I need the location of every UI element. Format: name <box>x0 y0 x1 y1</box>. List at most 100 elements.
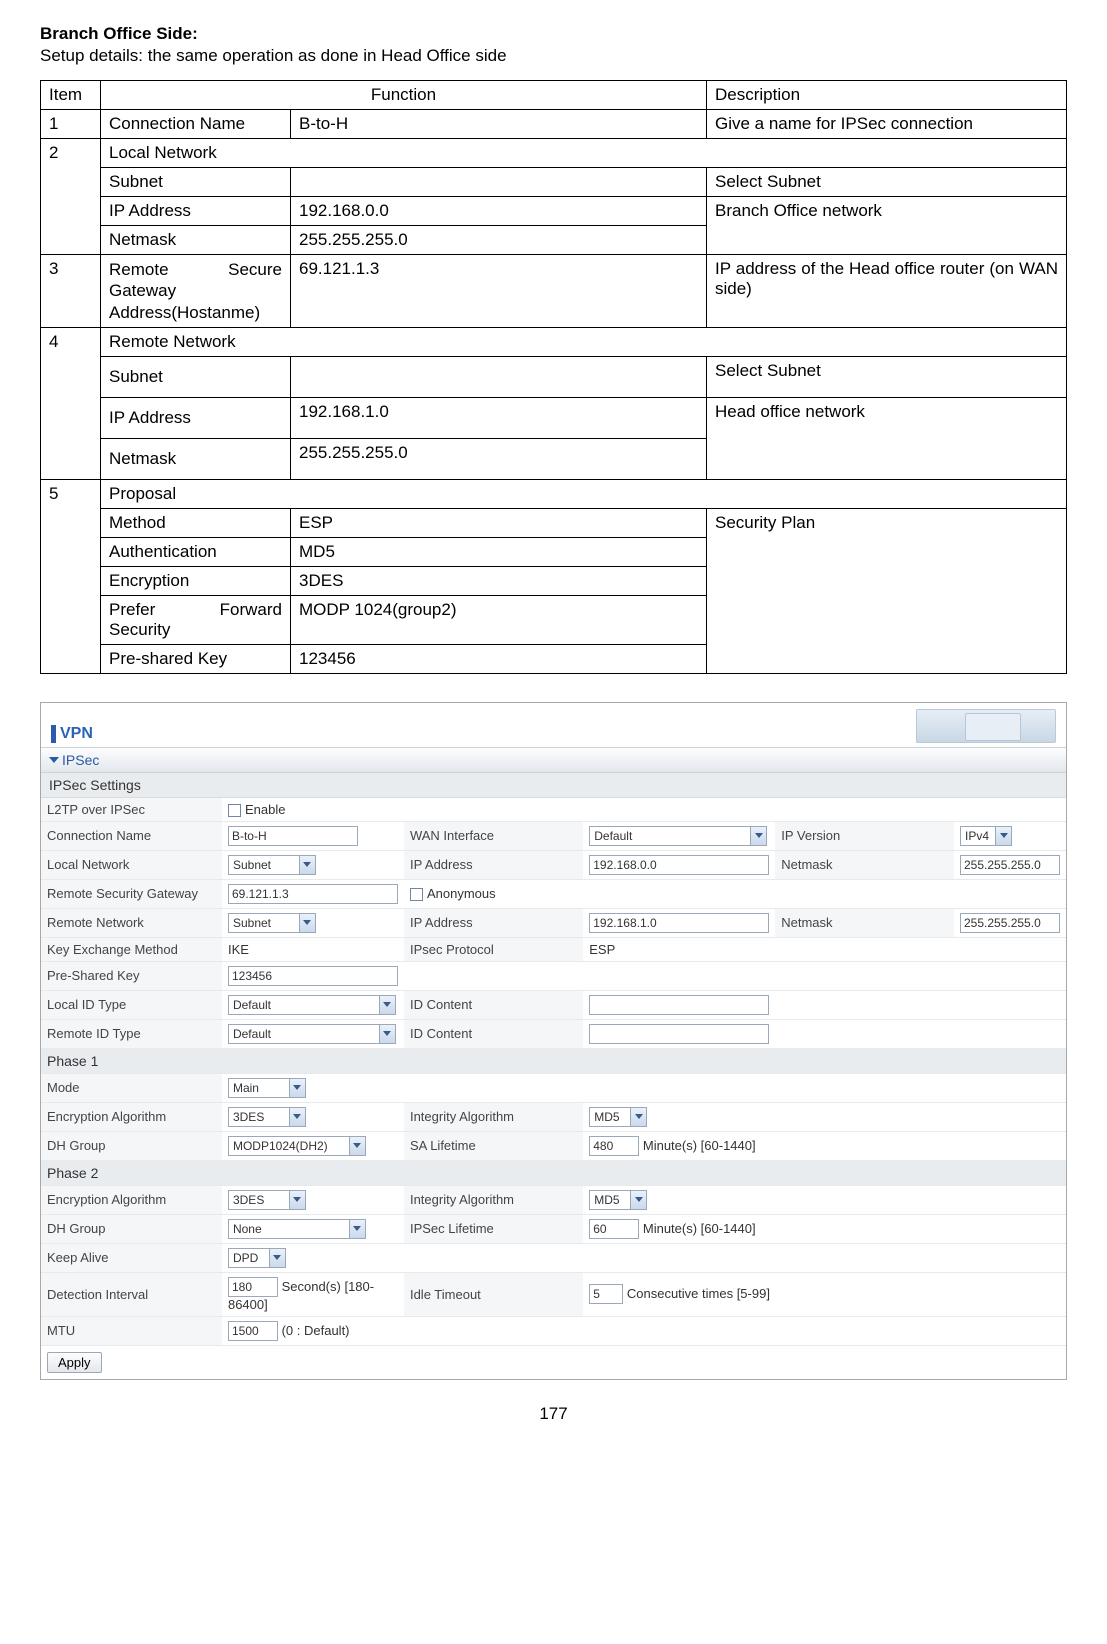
idle-unit: Consecutive times [5-99] <box>627 1286 770 1301</box>
ips-input[interactable] <box>589 1219 639 1239</box>
phase2-header: Phase 2 <box>41 1160 1066 1185</box>
r2-sub: Subnet <box>101 168 291 197</box>
conn-label: Connection Name <box>41 821 222 850</box>
ipsec-section-header[interactable]: IPSec <box>41 747 1066 773</box>
vpn-text: VPN <box>60 725 93 743</box>
lid-label: Local ID Type <box>41 990 222 1019</box>
mtu-input[interactable] <box>228 1321 278 1341</box>
r5-n: 5 <box>41 479 101 673</box>
wan-select[interactable]: Default <box>589 826 767 846</box>
det-label: Detection Interval <box>41 1272 222 1316</box>
r4-nm: Netmask <box>101 438 291 479</box>
l2tp-checkbox[interactable] <box>228 804 241 817</box>
psk-label: Pre-Shared Key <box>41 961 222 990</box>
dh2-select[interactable]: None <box>228 1219 366 1239</box>
rid-content-label: ID Content <box>404 1019 583 1048</box>
mode-label: Mode <box>41 1073 222 1102</box>
r3-b: 69.121.1.3 <box>291 255 707 328</box>
page-title: Branch Office Side: <box>40 24 1067 44</box>
int1-label: Integrity Algorithm <box>404 1102 583 1131</box>
idle-input[interactable] <box>589 1284 623 1304</box>
lid-select[interactable]: Default <box>228 995 396 1015</box>
l2tp-enable-text: Enable <box>245 802 285 817</box>
sa-label: SA Lifetime <box>404 1131 583 1160</box>
rid-select[interactable]: Default <box>228 1024 396 1044</box>
router-image <box>916 709 1056 743</box>
anon-checkbox[interactable] <box>410 888 423 901</box>
r5-av: MD5 <box>291 537 707 566</box>
rsg-input[interactable] <box>228 884 398 904</box>
wan-label: WAN Interface <box>404 821 583 850</box>
r2-subd: Select Subnet <box>707 168 1067 197</box>
rsg-label: Remote Security Gateway <box>41 879 222 908</box>
enc1-select[interactable]: 3DES <box>228 1107 306 1127</box>
local-nm-label: Netmask <box>775 850 954 879</box>
mode-select[interactable]: Main <box>228 1078 306 1098</box>
r4-ipv: 192.168.1.0 <box>291 397 707 438</box>
rid-label: Remote ID Type <box>41 1019 222 1048</box>
det-input[interactable] <box>228 1277 278 1297</box>
r4-subd: Select Subnet <box>707 356 1067 397</box>
r4-nmv: 255.255.255.0 <box>291 438 707 479</box>
remote-nm-input[interactable] <box>960 913 1060 933</box>
ips-label: IPSec Lifetime <box>404 1214 583 1243</box>
ipsec-label: IPSec <box>62 752 99 768</box>
ka-select[interactable]: DPD <box>228 1248 286 1268</box>
local-ip-input[interactable] <box>589 855 769 875</box>
conn-name-input[interactable] <box>228 826 358 846</box>
ipver-select[interactable]: IPv4 <box>960 826 1012 846</box>
th-item: Item <box>41 81 101 110</box>
r1-a: Connection Name <box>101 110 291 139</box>
lid-content-input[interactable] <box>589 995 769 1015</box>
remote-nm-label: Netmask <box>775 908 954 937</box>
r3-n: 3 <box>41 255 101 328</box>
lid-content-label: ID Content <box>404 990 583 1019</box>
remote-ip-input[interactable] <box>589 913 769 933</box>
local-nm-input[interactable] <box>960 855 1060 875</box>
dh1-label: DH Group <box>41 1131 222 1160</box>
int2-select[interactable]: MD5 <box>589 1190 647 1210</box>
rid-content-input[interactable] <box>589 1024 769 1044</box>
local-label: Local Network <box>41 850 222 879</box>
ipsec-settings-band: IPSec Settings <box>41 773 1066 798</box>
anon-text: Anonymous <box>427 886 496 901</box>
r4-n: 4 <box>41 327 101 479</box>
r1-b: B-to-H <box>291 110 707 139</box>
apply-button[interactable]: Apply <box>47 1352 102 1373</box>
dh1-select[interactable]: MODP1024(DH2) <box>228 1136 366 1156</box>
r4-sub: Subnet <box>101 356 291 397</box>
r2-n: 2 <box>41 139 101 255</box>
remote-net-select[interactable]: Subnet <box>228 913 316 933</box>
r4-title: Remote Network <box>101 327 1067 356</box>
ips-unit: Minute(s) [60-1440] <box>643 1221 756 1236</box>
proto-label: IPsec Protocol <box>404 937 583 961</box>
sa-input[interactable] <box>589 1136 639 1156</box>
enc2-label: Encryption Algorithm <box>41 1185 222 1214</box>
int1-select[interactable]: MD5 <box>589 1107 647 1127</box>
r4-netd: Head office network <box>707 397 1067 479</box>
r5-plan: Security Plan <box>707 508 1067 673</box>
int2-label: Integrity Algorithm <box>404 1185 583 1214</box>
th-function: Function <box>101 81 707 110</box>
phase1-header: Phase 1 <box>41 1048 1066 1073</box>
mtu-unit: (0 : Default) <box>282 1323 350 1338</box>
ipver-label: IP Version <box>775 821 954 850</box>
r2-ip: IP Address <box>101 197 291 226</box>
chevron-down-icon <box>49 757 59 763</box>
r5-pk: Pre-shared Key <box>101 644 291 673</box>
r5-a: Authentication <box>101 537 291 566</box>
idle-label: Idle Timeout <box>404 1272 583 1316</box>
r5-pfv: MODP 1024(group2) <box>291 595 707 644</box>
r2-nmv: 255.255.255.0 <box>291 226 707 255</box>
local-net-select[interactable]: Subnet <box>228 855 316 875</box>
r5-m: Method <box>101 508 291 537</box>
r4-subblank <box>291 356 707 397</box>
r5-mv: ESP <box>291 508 707 537</box>
ipsec-config-form: L2TP over IPSec Enable Connection Name W… <box>41 798 1066 1346</box>
enc2-select[interactable]: 3DES <box>228 1190 306 1210</box>
psk-input[interactable] <box>228 966 398 986</box>
remote-label: Remote Network <box>41 908 222 937</box>
l2tp-label: L2TP over IPSec <box>41 798 222 822</box>
r2-title: Local Network <box>101 139 1067 168</box>
r5-e: Encryption <box>101 566 291 595</box>
